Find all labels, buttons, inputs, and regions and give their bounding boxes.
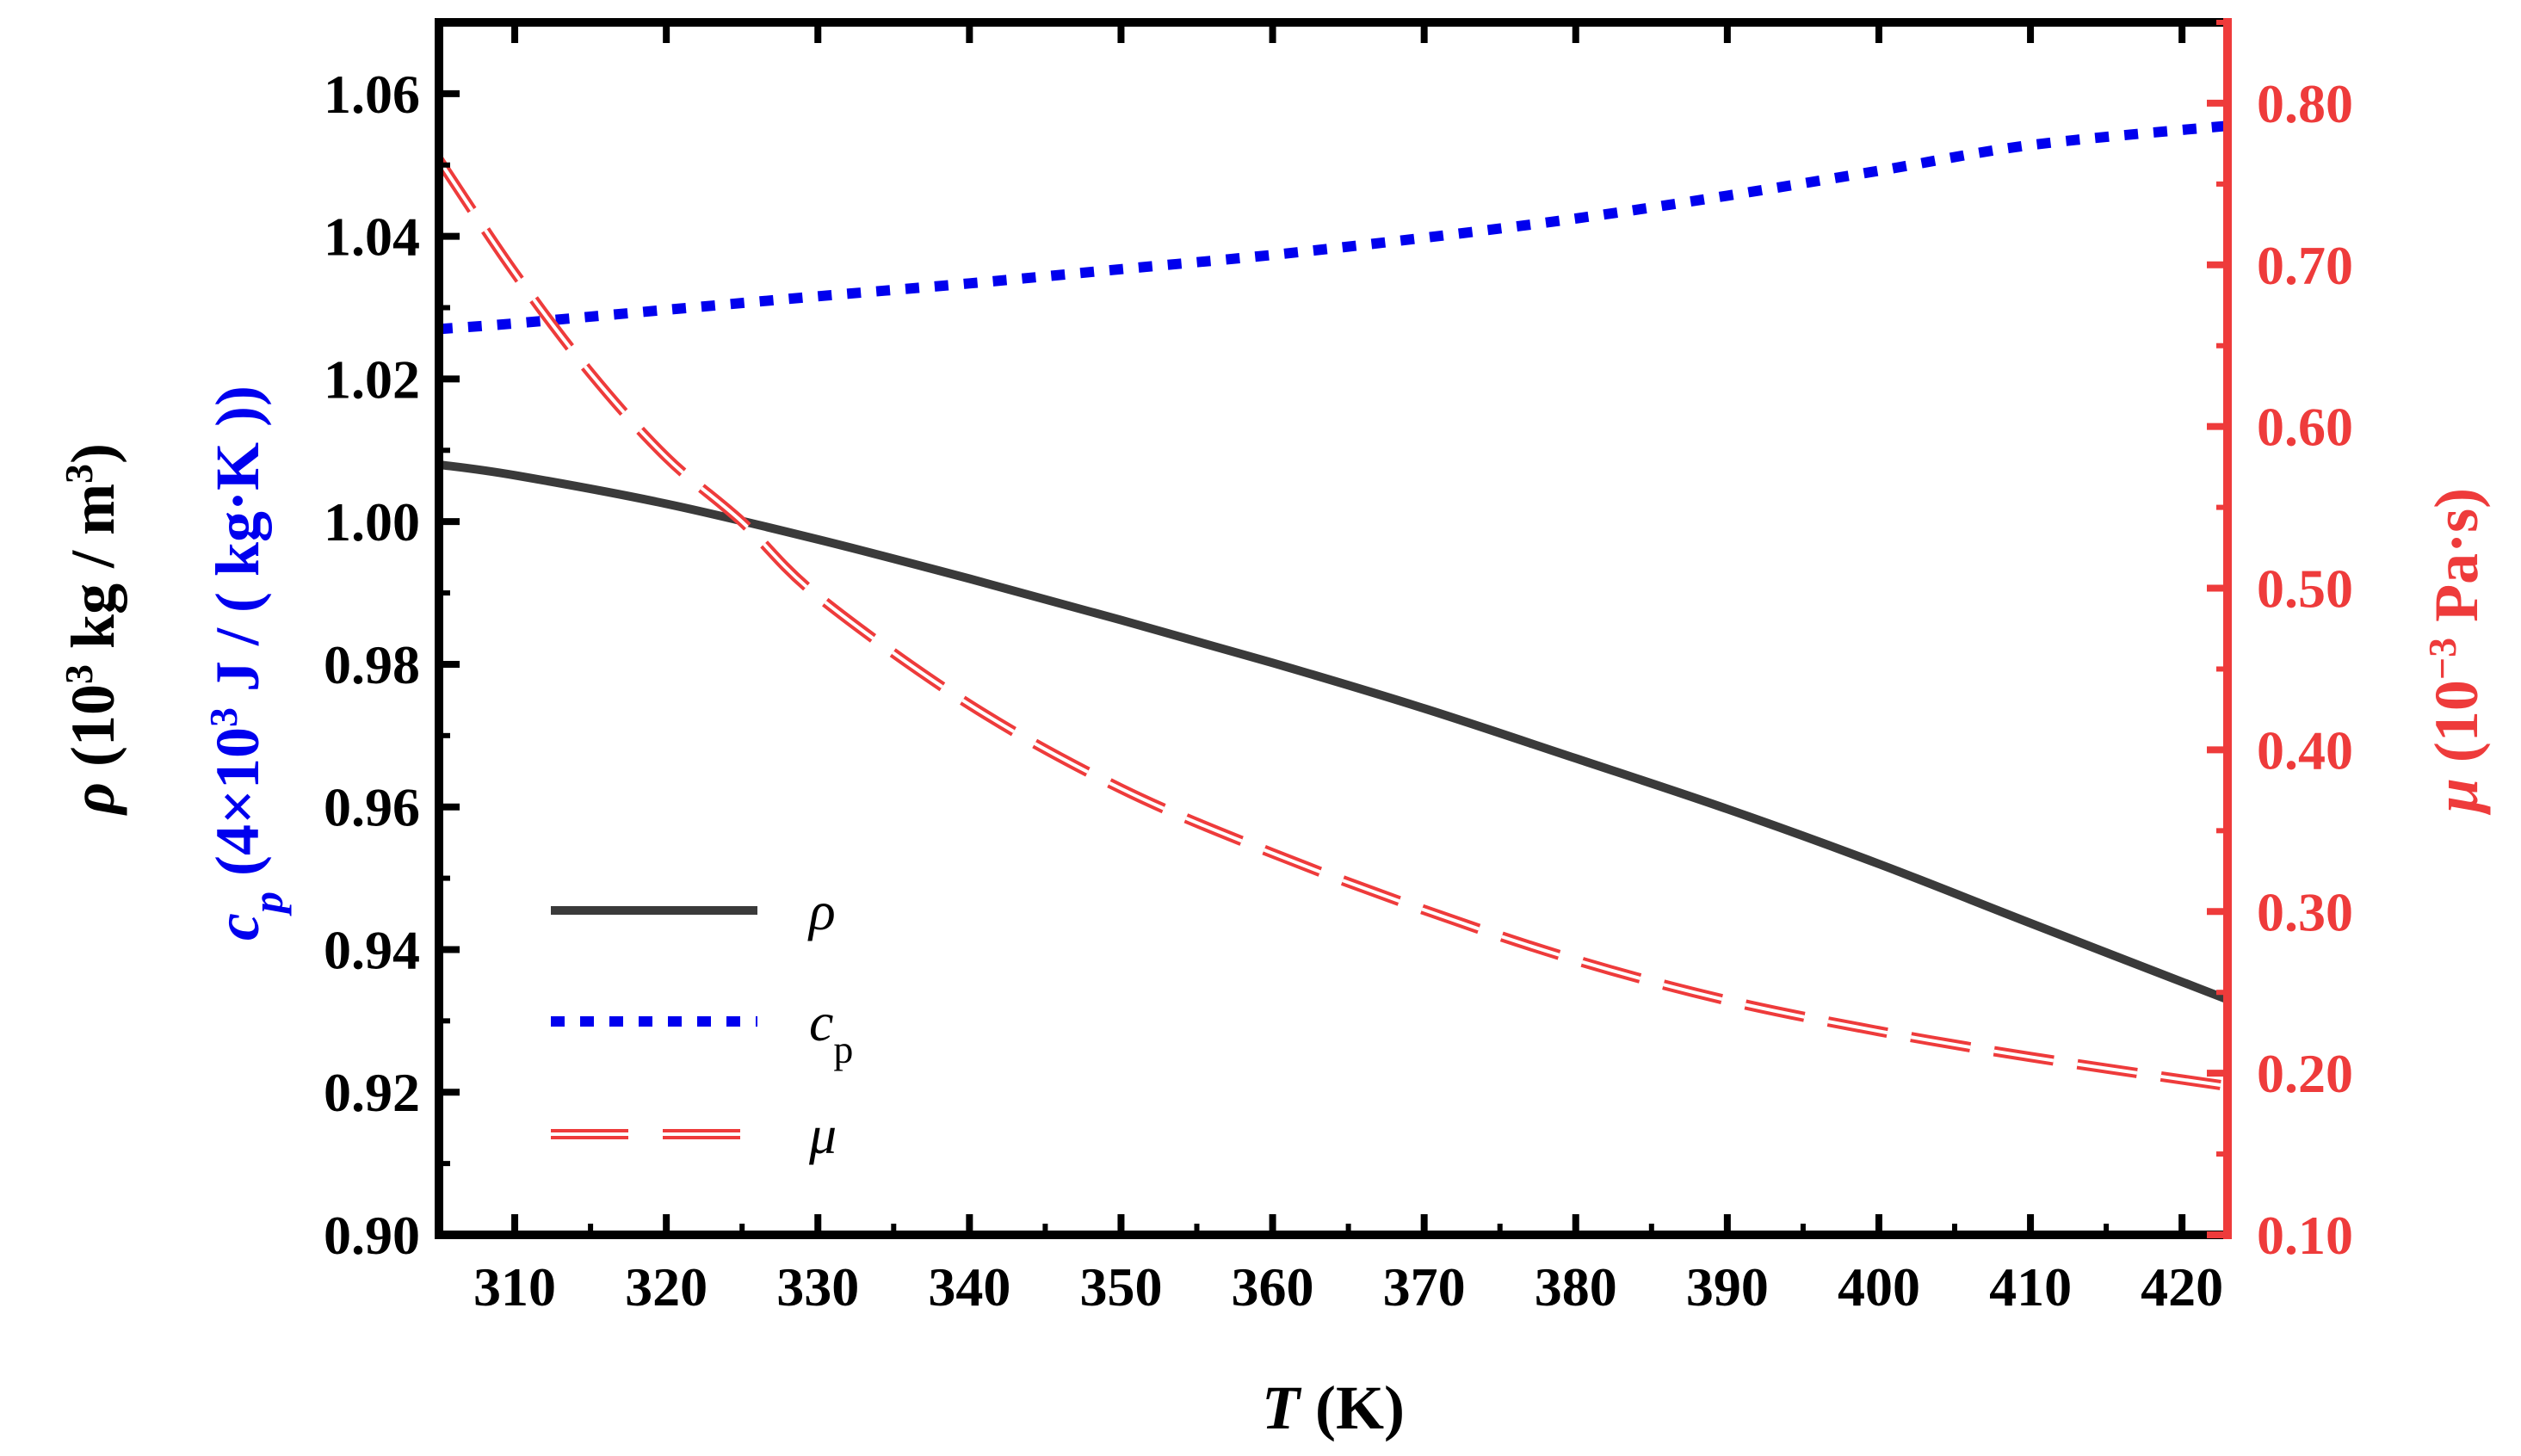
series-line-mu-outer <box>439 157 2228 1092</box>
y-right-tick-label: 0.30 <box>2257 881 2353 942</box>
x-tick-label: 340 <box>928 1256 1010 1317</box>
y-right-tick-label: 0.40 <box>2257 719 2353 780</box>
mu-text-a: (10 <box>2422 680 2491 778</box>
cp-text-a: (4×10 <box>203 727 272 891</box>
y-right-tick-label: 0.80 <box>2257 73 2353 134</box>
rho-text-a: (10 <box>59 684 127 782</box>
x-tick-label: 380 <box>1535 1256 1617 1317</box>
rho-sup2: 3 <box>57 464 101 484</box>
y-left-title-cp: cp (4×103 J / ( kg·K )) <box>201 386 293 941</box>
y-left-tick-label: 1.00 <box>324 491 420 552</box>
y-right-tick-label: 0.60 <box>2257 397 2353 458</box>
series-line-rho <box>439 460 2228 1004</box>
x-tick-label: 320 <box>625 1256 707 1317</box>
y-right-tick-label: 0.10 <box>2257 1205 2353 1266</box>
x-tick-label: 330 <box>776 1256 859 1317</box>
series-line-cp <box>439 120 2228 335</box>
y-left-tick-label: 1.02 <box>324 349 420 410</box>
y-left-title-rho: ρ (103 kg / m3) <box>57 443 128 816</box>
cp-text-b: J / ( kg·K )) <box>203 386 272 707</box>
mu-sup: −3 <box>2420 638 2464 680</box>
cp-sup: 3 <box>201 707 245 727</box>
y-left-tick-label: 0.92 <box>324 1062 420 1123</box>
x-tick-label: 410 <box>1989 1256 2072 1317</box>
y-right-tick-label: 0.50 <box>2257 558 2353 620</box>
y-right-tick-label: 0.20 <box>2257 1043 2353 1104</box>
rho-sup: 3 <box>57 664 101 684</box>
x-tick-label: 420 <box>2141 1256 2223 1317</box>
y-left-tick-label: 1.06 <box>324 64 420 125</box>
series-line-mu-inner <box>439 158 2228 1089</box>
y-left-tick-label: 0.94 <box>324 919 420 980</box>
legend-label-mu: μ <box>808 1104 837 1165</box>
x-tick-label: 390 <box>1686 1256 1769 1317</box>
y-left-tick-label: 0.96 <box>324 777 420 838</box>
legend-label-rho: ρ <box>807 880 836 941</box>
legend-label-cp-sub: p <box>833 1027 853 1071</box>
x-axis-title: T (K) <box>1262 1373 1405 1442</box>
cp-symbol: c <box>203 913 272 941</box>
y-right-title-mu: μ (10−3 Pa·s) <box>2420 488 2492 816</box>
legend: ρ cp μ <box>551 880 853 1165</box>
ticks-layer: 310 320 330 340 350 360 370 380 390 400 410 420 0.90… <box>324 18 2353 1317</box>
rho-text-b: kg / m <box>59 484 127 664</box>
x-axis-title-symbol: T <box>1262 1373 1302 1442</box>
cp-sub: p <box>244 891 292 916</box>
x-tick-label: 360 <box>1232 1256 1314 1317</box>
x-tick-label: 400 <box>1838 1256 1920 1317</box>
mu-symbol: μ <box>2422 778 2491 816</box>
y-right-tick-label: 0.70 <box>2257 235 2353 296</box>
legend-label-cp: cp <box>809 991 853 1071</box>
legend-label-cp-main: c <box>809 991 833 1052</box>
series-layer <box>439 120 2228 1092</box>
x-tick-label: 350 <box>1079 1256 1162 1317</box>
rho-symbol: ρ <box>59 782 127 816</box>
y-left-tick-label: 1.04 <box>324 207 420 268</box>
y-left-tick-label: 0.90 <box>324 1205 420 1266</box>
x-tick-label: 370 <box>1383 1256 1466 1317</box>
mu-text-b: Pa·s) <box>2422 488 2491 638</box>
x-tick-label: 310 <box>473 1256 556 1317</box>
x-axis-title-unit: (K) <box>1300 1373 1405 1442</box>
y-left-tick-label: 0.98 <box>324 634 420 695</box>
rho-text-c: ) <box>59 443 127 464</box>
series-line-mu <box>439 157 2228 1092</box>
